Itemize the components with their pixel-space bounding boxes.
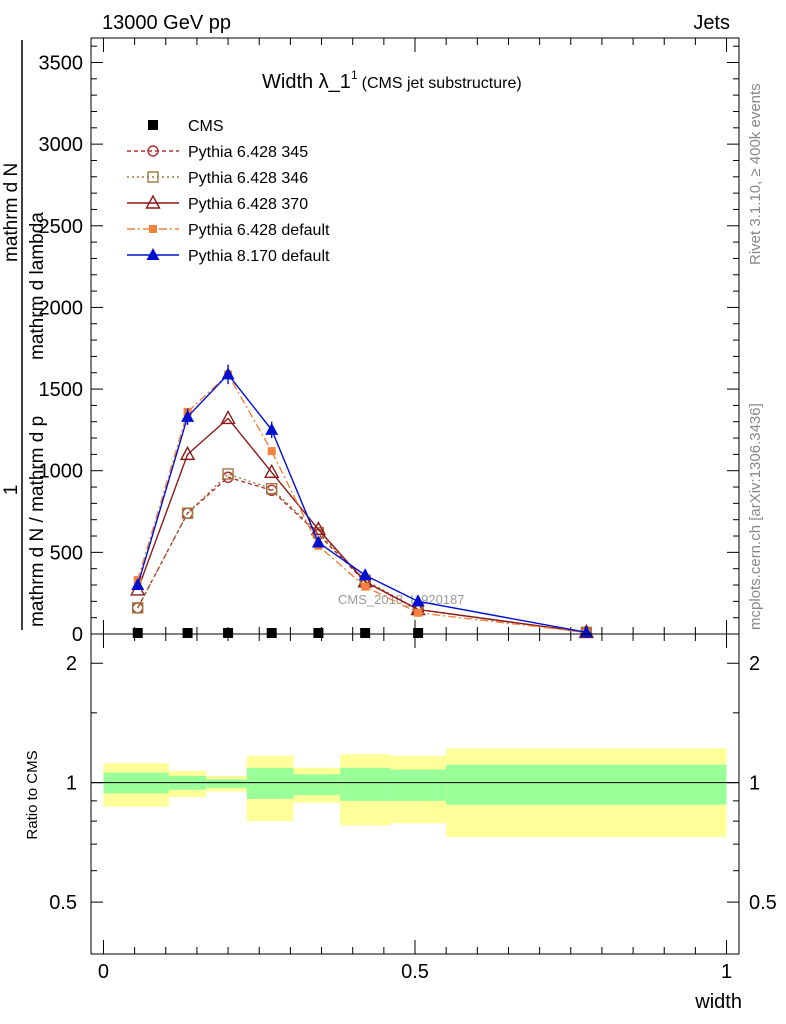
chart-subtitle: (CMS jet substructure) bbox=[362, 75, 522, 92]
series-line-p345 bbox=[137, 476, 587, 634]
ratio-band-inner bbox=[446, 764, 727, 805]
data-point bbox=[132, 602, 144, 614]
legend-label: Pythia 6.428 346 bbox=[188, 170, 308, 187]
header-right: Jets bbox=[693, 12, 730, 34]
ratio-band-inner bbox=[206, 779, 247, 788]
ratio-xaxis: 0 0.5 1 bbox=[98, 634, 732, 983]
ratio-band-inner bbox=[390, 769, 447, 801]
legend: CMS Pythia 6.428 345 Pythia 6.428 346 Pythi… bbox=[127, 118, 330, 265]
ytick-label: 2500 bbox=[39, 216, 84, 238]
data-point bbox=[266, 628, 277, 638]
legend-label: Pythia 8.170 default bbox=[188, 248, 330, 265]
ytick-label: 0 bbox=[72, 624, 83, 646]
ytick-label: 3500 bbox=[39, 52, 84, 74]
data-point bbox=[310, 521, 327, 536]
xaxis-label: width bbox=[694, 991, 742, 1013]
ytick-label: 1000 bbox=[39, 461, 84, 483]
legend-item-p346: Pythia 6.428 346 bbox=[127, 170, 308, 187]
data-point bbox=[222, 468, 234, 480]
series-layer bbox=[130, 364, 595, 639]
ratio-band-inner bbox=[246, 767, 294, 799]
rivet-label: Rivet 3.1.10, ≥ 400k events bbox=[747, 83, 764, 265]
series-p346 bbox=[132, 468, 593, 639]
xtick-label: 0 bbox=[98, 961, 109, 983]
mcplots-label: mcplots.cern.ch [arXiv:1306.3436] bbox=[747, 403, 764, 630]
legend-marker bbox=[147, 145, 159, 157]
data-point bbox=[264, 463, 280, 479]
legend-marker bbox=[148, 120, 158, 130]
legend-label: Pythia 6.428 370 bbox=[188, 196, 308, 213]
series-cms bbox=[132, 628, 592, 638]
chart-title-main: Width λ_1 bbox=[262, 71, 351, 93]
ratio-yaxis: 0.5 0.5 1 1 2 2 bbox=[49, 653, 777, 914]
main-ylabel: 1 mathrm d N / mathrm d p mathrm d N mat… bbox=[1, 40, 48, 630]
legend-label: Pythia 6.428 345 bbox=[188, 144, 308, 161]
legend-item-p370: Pythia 6.428 370 bbox=[127, 194, 308, 213]
chart-title-sup: 1 bbox=[351, 68, 358, 82]
data-point bbox=[181, 409, 195, 422]
series-line-p8 bbox=[137, 373, 587, 634]
data-point bbox=[182, 628, 193, 638]
ytick-label: 2000 bbox=[39, 297, 84, 319]
ratio-ytick-label-right: 1 bbox=[749, 773, 760, 795]
series-line-p370 bbox=[137, 417, 587, 634]
data-point bbox=[265, 422, 279, 435]
chart-title: Width λ_11 (CMS jet substructure) bbox=[262, 68, 522, 93]
legend-item-pdefault: Pythia 6.428 default bbox=[127, 222, 330, 239]
ratio-band-inner bbox=[340, 767, 391, 801]
ratio-band-inner bbox=[293, 774, 341, 796]
ratio-ylabel: Ratio to CMS bbox=[24, 750, 41, 839]
data-point bbox=[361, 582, 370, 591]
ratio-ytick-label-right: 0.5 bbox=[749, 892, 777, 914]
data-point bbox=[181, 507, 194, 519]
data-point bbox=[360, 628, 371, 638]
xtick-label: 1 bbox=[721, 961, 732, 983]
ratio-ytick-label-right: 2 bbox=[749, 653, 760, 675]
legend-item-p8: Pythia 8.170 default bbox=[127, 248, 330, 265]
series-p345 bbox=[132, 471, 593, 639]
ylabel-den: mathrm d N / mathrm d p bbox=[27, 416, 48, 627]
series-line-pdefault bbox=[137, 373, 587, 634]
data-point bbox=[131, 578, 145, 591]
ylabel-top2: mathrm d lambda bbox=[27, 212, 48, 360]
data-point bbox=[411, 594, 425, 607]
legend-label: Pythia 6.428 default bbox=[188, 222, 330, 239]
legend-marker bbox=[147, 171, 159, 183]
data-point bbox=[413, 628, 424, 638]
data-point bbox=[132, 628, 143, 638]
legend-marker bbox=[145, 194, 161, 209]
ylabel-top: mathrm d N bbox=[1, 163, 22, 262]
data-point bbox=[414, 608, 423, 617]
ytick-label: 3000 bbox=[39, 134, 84, 156]
xtick-label: 0.5 bbox=[401, 961, 429, 983]
series-line-p346 bbox=[137, 473, 587, 634]
data-point bbox=[311, 535, 325, 548]
legend-marker bbox=[149, 225, 157, 233]
data-point bbox=[223, 628, 234, 638]
ratio-bands bbox=[91, 748, 739, 837]
ratio-ytick-label: 1 bbox=[66, 773, 77, 795]
legend-marker bbox=[146, 248, 160, 260]
ylabel-num: 1 bbox=[1, 485, 22, 496]
main-yaxis: 0 500 1000 1500 2000 2500 3000 3500 bbox=[39, 45, 739, 646]
data-point bbox=[220, 409, 236, 425]
legend-label: CMS bbox=[188, 118, 224, 135]
data-point bbox=[221, 367, 235, 380]
legend-item-p345: Pythia 6.428 345 bbox=[127, 144, 308, 161]
data-point bbox=[265, 482, 278, 495]
data-point bbox=[358, 568, 372, 581]
data-point bbox=[313, 628, 324, 638]
series-p8 bbox=[131, 364, 593, 638]
data-point bbox=[267, 447, 276, 456]
ratio-ytick-label: 0.5 bbox=[49, 892, 77, 914]
ratio-ytick-label: 2 bbox=[66, 653, 77, 675]
ytick-label: 1500 bbox=[39, 379, 84, 401]
ytick-label: 500 bbox=[50, 542, 83, 564]
data-point bbox=[179, 445, 196, 461]
legend-item-cms: CMS bbox=[148, 118, 224, 135]
header-left: 13000 GeV pp bbox=[102, 12, 231, 34]
